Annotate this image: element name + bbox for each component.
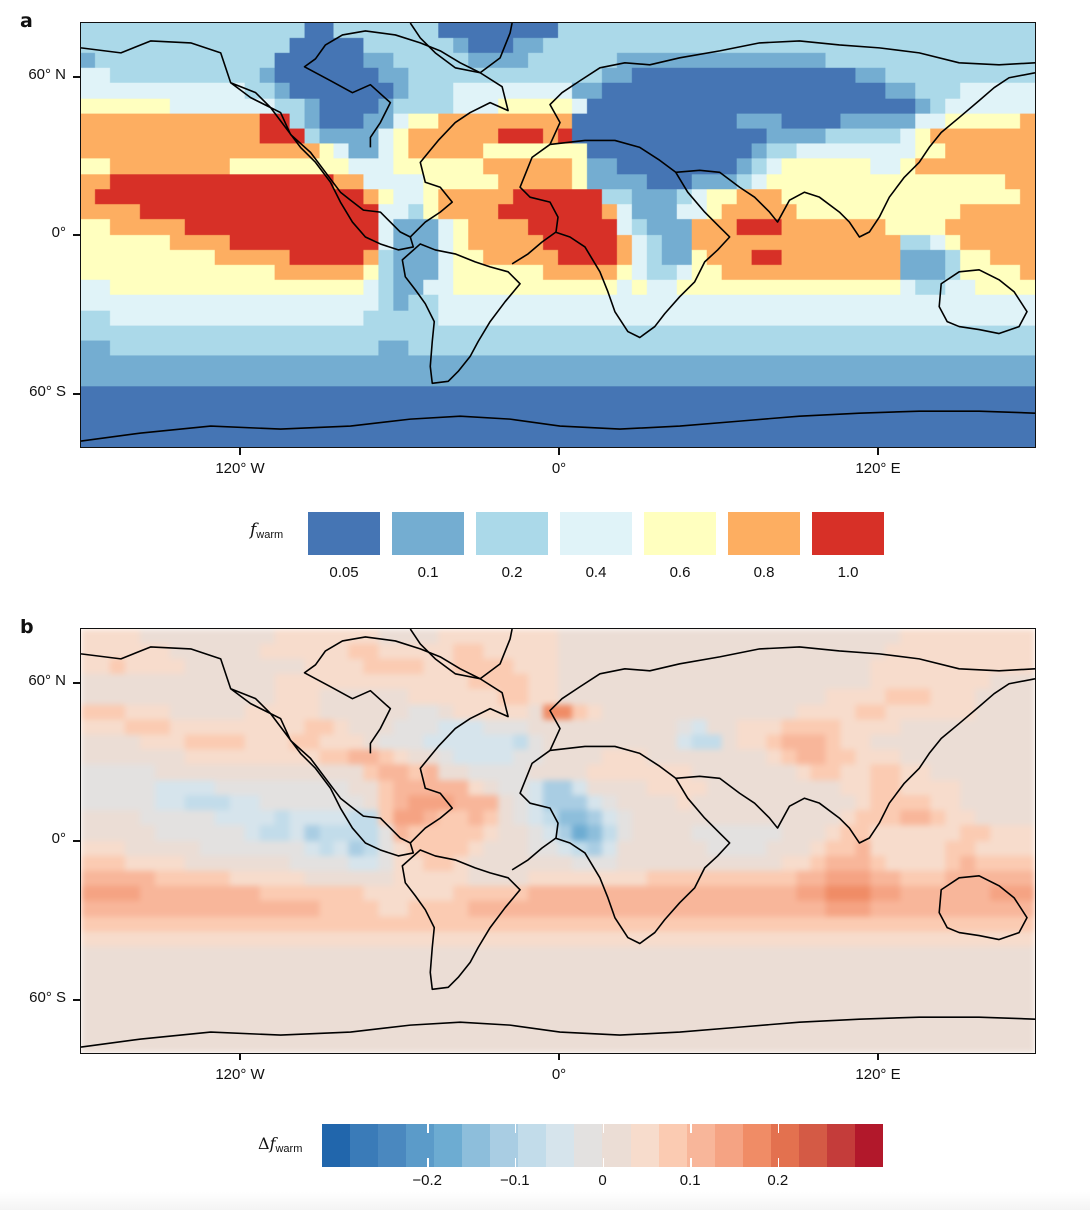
legend-a-value: 0.1 <box>417 564 439 581</box>
xtick-mark <box>239 448 241 455</box>
coastline-group <box>81 23 1035 442</box>
colorbar-bin <box>826 1124 855 1167</box>
map-a-raster <box>81 23 1035 447</box>
xtick-a-0: 0° <box>551 460 567 477</box>
panel-label-b: b <box>20 616 34 638</box>
legend-a-swatch <box>560 512 632 555</box>
colorbar-bin <box>490 1124 519 1167</box>
colorbar-bin <box>770 1124 799 1167</box>
xtick-b-0: 0° <box>551 1066 567 1083</box>
xtick-mark <box>877 1053 879 1060</box>
ytick-mark <box>73 234 80 236</box>
legend-a-swatch <box>644 512 716 555</box>
ytick-mark <box>73 682 80 684</box>
xtick-mark <box>239 1053 241 1060</box>
colorbar-tick <box>690 1124 692 1133</box>
legend-b-symbol: f <box>269 1134 276 1153</box>
colorbar-bin <box>350 1124 379 1167</box>
coastline-group <box>81 629 1035 1048</box>
legend-a-value: 0.8 <box>753 564 775 581</box>
colorbar-bin <box>434 1124 463 1167</box>
colorbar-tick-label: 0.1 <box>679 1172 701 1189</box>
colorbar-bin <box>742 1124 771 1167</box>
ytick-a-60n: 60° N <box>28 66 66 83</box>
colorbar-tick <box>777 1124 780 1133</box>
colorbar-bin <box>798 1124 827 1167</box>
ytick-b-0: 0° <box>51 830 66 847</box>
legend-a-swatch <box>728 512 800 555</box>
ytick-mark <box>73 840 80 842</box>
colorbar-bin <box>602 1124 631 1167</box>
colorbar-bin <box>378 1124 407 1167</box>
legend-a-subscript: warm <box>256 529 284 541</box>
colorbar-b <box>322 1124 883 1167</box>
legend-a-swatch <box>308 512 380 555</box>
colorbar-tick <box>602 1124 604 1133</box>
legend-a-value: 0.4 <box>585 564 607 581</box>
legend-b-prefix: Δ <box>258 1134 270 1153</box>
ytick-mark <box>73 999 80 1001</box>
colorbar-bin <box>518 1124 547 1167</box>
colorbar-tick-label: 0.2 <box>767 1172 789 1189</box>
map-b-delta-fwarm <box>80 628 1036 1054</box>
colorbar-tick-label: 0 <box>598 1172 607 1189</box>
colorbar-bin <box>546 1124 575 1167</box>
colorbar-bin <box>658 1124 687 1167</box>
ytick-mark <box>73 76 80 78</box>
colorbar-bin <box>714 1124 743 1167</box>
xtick-a-120w: 120° W <box>215 460 265 477</box>
legend-a-value: 0.2 <box>501 564 523 581</box>
legend-a-value: 0.6 <box>669 564 691 581</box>
ytick-b-60s: 60° S <box>29 989 66 1006</box>
colorbar-tick <box>427 1158 429 1167</box>
map-a-coastlines <box>81 23 1035 442</box>
ytick-a-0: 0° <box>51 224 66 241</box>
colorbar-bin <box>630 1124 659 1167</box>
colorbar-tick <box>777 1158 780 1167</box>
legend-a-swatch <box>476 512 548 555</box>
legend-a-symbol: f <box>250 520 257 540</box>
map-b-raster <box>81 629 1035 1053</box>
legend-a-value: 0.05 <box>329 564 359 581</box>
colorbar-bin <box>462 1124 491 1167</box>
legend-b-subscript: warm <box>275 1143 303 1155</box>
colorbar-tick <box>427 1124 429 1133</box>
panel-label-a: a <box>20 10 33 32</box>
map-a-fwarm <box>80 22 1036 448</box>
colorbar-tick-label: −0.2 <box>412 1172 442 1189</box>
ytick-mark <box>73 393 80 395</box>
colorbar-tick <box>602 1158 604 1167</box>
map-b-coastlines <box>81 629 1035 1048</box>
legend-a-swatch <box>812 512 884 555</box>
legend-a-value: 1.0 <box>837 564 859 581</box>
xtick-b-120e: 120° E <box>855 1066 901 1083</box>
colorbar-bin <box>406 1124 435 1167</box>
xtick-a-120e: 120° E <box>855 460 901 477</box>
colorbar-tick <box>514 1124 517 1133</box>
colorbar-tick <box>514 1158 517 1167</box>
xtick-b-120w: 120° W <box>215 1066 265 1083</box>
legend-a-swatch <box>392 512 464 555</box>
colorbar-tick <box>690 1158 692 1167</box>
xtick-mark <box>877 448 879 455</box>
xtick-mark <box>558 448 560 455</box>
legend-b: Δfwarm −0.2 −0.1 0 0.1 0.2 <box>250 1124 910 1194</box>
legend-a: fwarm 0.05 0.1 0.2 0.4 0.6 0.8 1.0 <box>250 512 890 592</box>
legend-a-label: fwarm <box>250 520 283 541</box>
colorbar-tick-label: −0.1 <box>500 1172 530 1189</box>
colorbar-bin <box>322 1124 351 1167</box>
colorbar-bin <box>854 1124 883 1167</box>
ytick-a-60s: 60° S <box>29 383 66 400</box>
legend-b-label: Δfwarm <box>258 1134 302 1155</box>
xtick-mark <box>558 1053 560 1060</box>
colorbar-bin <box>574 1124 603 1167</box>
ytick-b-60n: 60° N <box>28 672 66 689</box>
